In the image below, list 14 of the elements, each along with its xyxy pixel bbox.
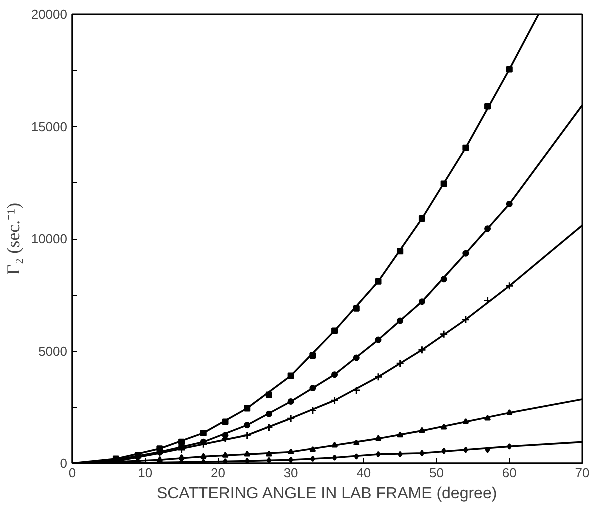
x-tick-label: 50	[430, 466, 444, 480]
y-tick-label: 15000	[31, 119, 68, 134]
x-tick-label: 10	[138, 466, 153, 480]
y-axis-title: Γ₂ (sec.⁻¹)	[3, 202, 24, 276]
x-tick-label: 30	[284, 466, 298, 480]
x-tick-label: 20	[210, 466, 226, 480]
y-tick-label: 20000	[31, 7, 68, 22]
y-tick-label: 10000	[31, 232, 68, 246]
y-tick-label: 0	[60, 456, 68, 471]
x-tick-label: 60	[502, 466, 517, 480]
y-tick-label: 5000	[38, 344, 68, 359]
x-tick-label: 40	[356, 466, 372, 480]
x-tick-label: 70	[575, 466, 590, 480]
x-axis-title: SCATTERING ANGLE IN LAB FRAME (degree)	[156, 486, 498, 502]
